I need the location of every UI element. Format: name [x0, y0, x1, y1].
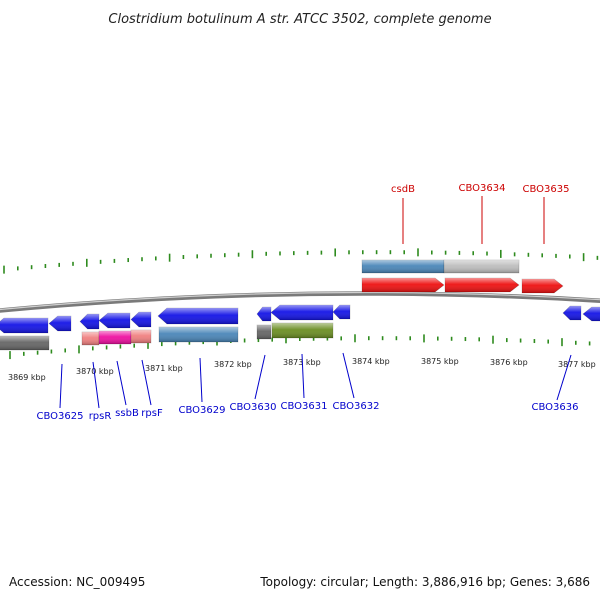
cbo3631-leader: [301, 353, 305, 399]
tick-label-3871: 3871 kbp: [145, 364, 183, 373]
feature-cbo3635[interactable]: [521, 278, 564, 294]
feature-blue-9[interactable]: [332, 304, 351, 320]
feature-rpsF[interactable]: [130, 329, 152, 344]
feature-blue-10-shade: [563, 306, 581, 320]
feature-cbo3630-shade: [257, 325, 271, 339]
cbo3632-leader: [342, 352, 355, 399]
gene-label-cbo3634[interactable]: CBO3634: [459, 183, 506, 194]
scale-ticks-outer: [3, 248, 599, 274]
feature-cbo3629-shade: [159, 327, 238, 342]
gene-label-cbo3630[interactable]: CBO3630: [230, 402, 277, 413]
tick-label-3872: 3872 kbp: [214, 360, 252, 369]
cbo3629-leader: [199, 357, 203, 403]
gene-label-cbo3636[interactable]: CBO3636: [532, 402, 579, 413]
feature-grey-top[interactable]: [443, 259, 520, 274]
tick-label-3873: 3873 kbp: [283, 358, 321, 367]
feature-steel-top-shade: [362, 260, 444, 273]
gene-label-cbo3625[interactable]: CBO3625: [37, 411, 84, 422]
feature-blue-3[interactable]: [79, 313, 100, 330]
tick-label-3876: 3876 kbp: [490, 358, 528, 367]
gene-label-cbo3635[interactable]: CBO3635: [523, 184, 570, 195]
tick-label-3874: 3874 kbp: [352, 357, 390, 366]
feature-blue-7[interactable]: [256, 306, 272, 322]
rpsF-leader: [141, 359, 152, 406]
gene-label-ssbB[interactable]: ssbB: [115, 408, 139, 419]
cbo3636-leader: [556, 354, 572, 401]
feature-cbo3630[interactable]: [256, 324, 272, 340]
feature-cbo3631-shade: [272, 323, 333, 338]
ssbB-leader: [116, 360, 127, 406]
feature-grey-1-shade: [0, 336, 49, 350]
feature-steel-top[interactable]: [361, 259, 445, 274]
feature-blue-5-shade: [131, 312, 151, 327]
feature-blue-4-shade: [99, 313, 130, 328]
scale-tick-labels: 3869 kbp 3870 kbp 3871 kbp 3872 kbp 3873…: [8, 357, 596, 382]
feature-rpsR-shade: [82, 332, 99, 345]
feature-csdB[interactable]: [361, 277, 445, 293]
feature-rpsR[interactable]: [81, 331, 100, 346]
genome-backbone: [0, 291, 600, 313]
cbo3630-leader: [254, 354, 266, 400]
tick-label-3877: 3877 kbp: [558, 360, 596, 369]
feature-cbo3629[interactable]: [158, 326, 239, 343]
feature-csdB-shade: [362, 278, 444, 292]
feature-ssbB[interactable]: [98, 330, 132, 345]
feature-blue-6[interactable]: [157, 307, 239, 325]
map-title: Clostridium botulinum A str. ATCC 3502, …: [108, 12, 491, 27]
feature-grey-1[interactable]: [0, 335, 50, 351]
feature-cbo3631[interactable]: [271, 322, 334, 339]
feature-cbo3636[interactable]: [582, 306, 600, 322]
topology-summary: Topology: circular; Length: 3,886,916 bp…: [259, 575, 590, 589]
feature-ssbB-shade: [99, 331, 131, 344]
gene-label-cbo3629[interactable]: CBO3629: [179, 405, 226, 416]
feature-blue-1-shade: [0, 318, 48, 333]
reverse-gene-labels: CBO3625 rpsR ssbB rpsF CBO3629 CBO3630 C…: [37, 352, 579, 422]
feature-cbo3635-shade: [522, 279, 563, 293]
feature-cbo3634[interactable]: [444, 277, 520, 293]
feature-blue-6-shade: [158, 308, 238, 324]
feature-blue-3-shade: [80, 314, 99, 329]
feature-blue-9-shade: [333, 305, 350, 319]
feature-rpsF-shade: [131, 330, 151, 343]
cbo3625-leader: [59, 363, 63, 409]
tick-label-3875: 3875 kbp: [421, 357, 459, 366]
accession-text: Accession: NC_009495: [9, 575, 145, 589]
tick-label-3870: 3870 kbp: [76, 367, 114, 376]
feature-cbo3634-shade: [445, 278, 519, 292]
feature-grey-top-shade: [444, 260, 519, 273]
gene-label-rpsF[interactable]: rpsF: [141, 408, 163, 419]
tick-label-3869: 3869 kbp: [8, 373, 46, 382]
forward-gene-labels: csdB CBO3634 CBO3635: [391, 183, 570, 244]
feature-cbo3636-shade: [583, 307, 600, 321]
rpsR-leader: [92, 361, 100, 409]
feature-blue-5[interactable]: [130, 311, 152, 328]
gene-label-csdB[interactable]: csdB: [391, 184, 415, 195]
gene-label-cbo3631[interactable]: CBO3631: [281, 401, 328, 412]
feature-blue-1[interactable]: [0, 317, 49, 334]
feature-blue-2-shade: [49, 316, 71, 331]
feature-blue-7-shade: [257, 307, 271, 321]
gene-label-cbo3632[interactable]: CBO3632: [333, 401, 380, 412]
feature-blue-8[interactable]: [270, 304, 334, 321]
feature-blue-10[interactable]: [562, 305, 582, 321]
backbone-highlight: [0, 291, 600, 311]
feature-blue-2[interactable]: [48, 315, 72, 332]
feature-blue-4[interactable]: [98, 312, 131, 329]
feature-blue-8-shade: [271, 305, 333, 320]
gene-label-rpsR[interactable]: rpsR: [89, 411, 112, 422]
gene-features: [0, 259, 600, 351]
